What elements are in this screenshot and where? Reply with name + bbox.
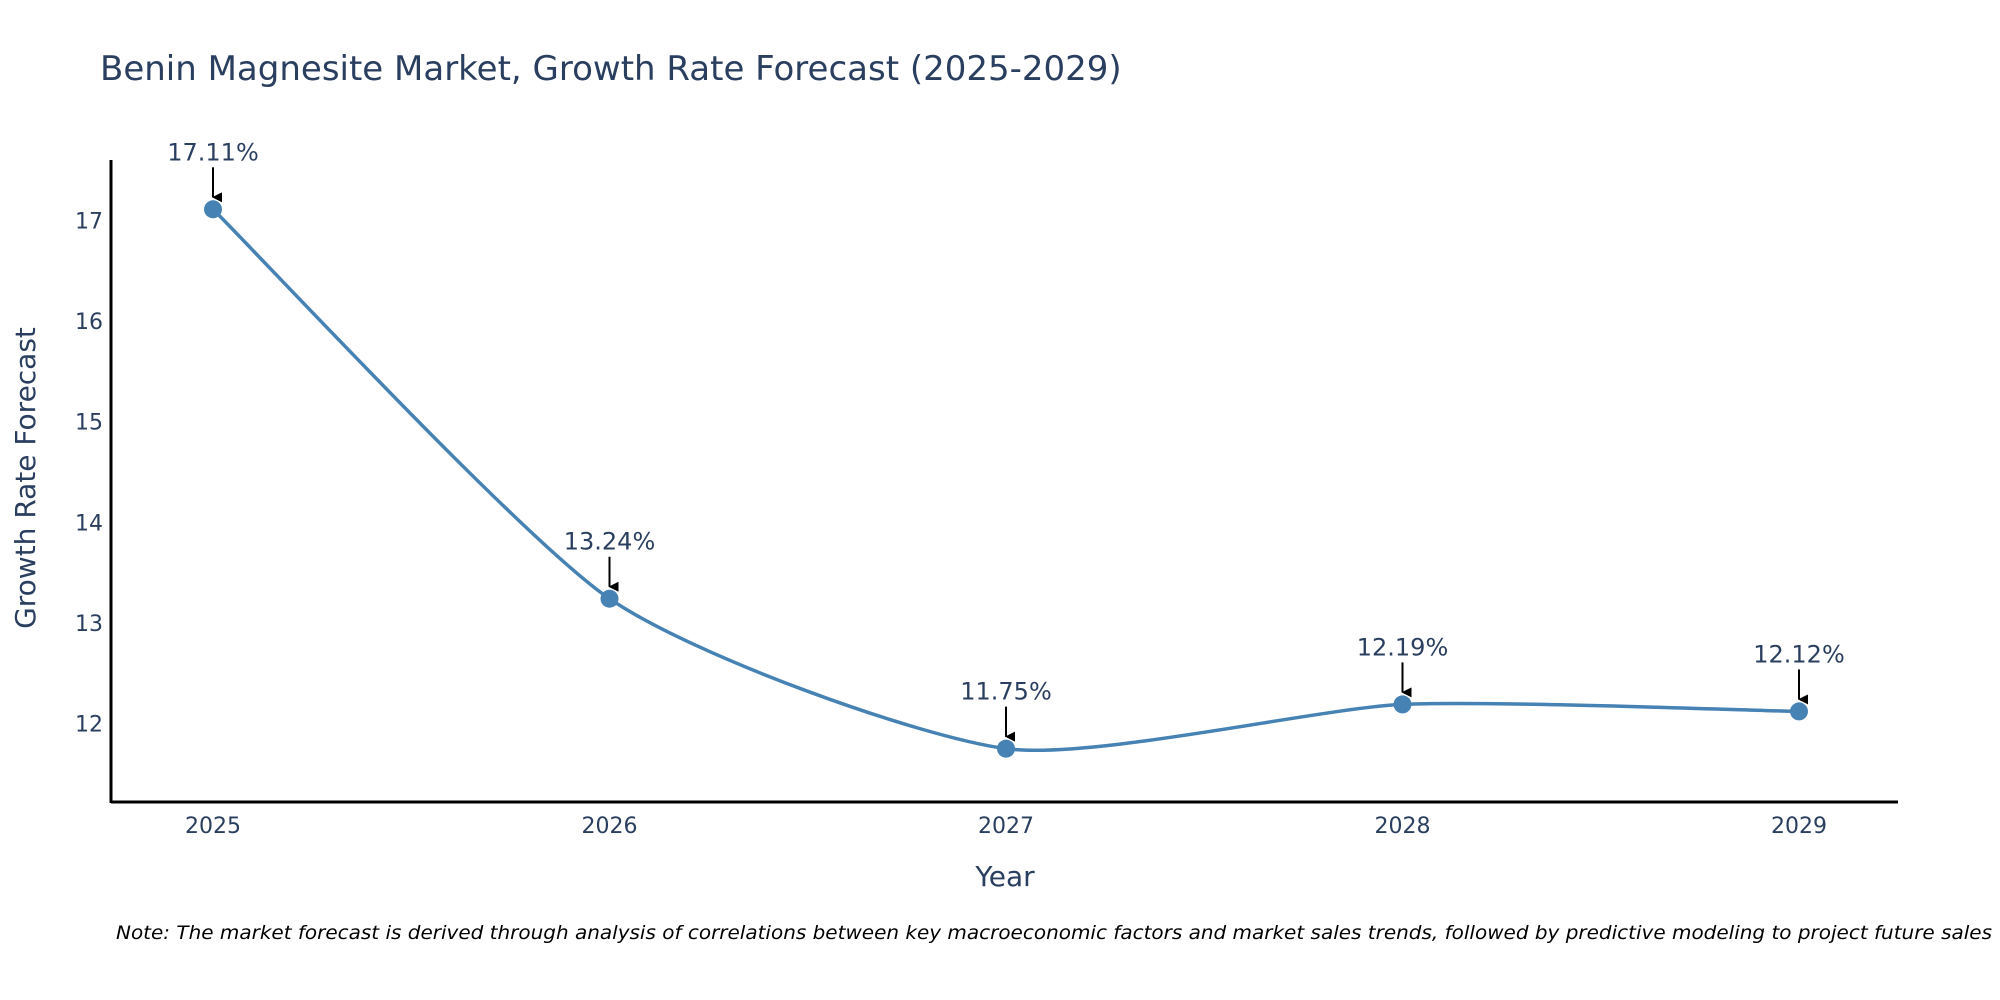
data-point-marker (997, 739, 1015, 758)
data-point-marker (1393, 695, 1412, 714)
x-axis-title: Year (974, 860, 1035, 893)
data-point-marker (204, 200, 222, 219)
y-tick-label: 13 (75, 612, 103, 637)
chart-title: Benin Magnesite Market, Growth Rate Fore… (100, 49, 1122, 89)
y-axis-title: Growth Rate Forecast (9, 327, 42, 629)
x-tick-label: 2026 (582, 814, 638, 839)
data-point-marker (600, 589, 619, 608)
y-tick-label: 17 (75, 209, 103, 234)
data-label: 17.11% (167, 138, 259, 166)
y-tick-label: 16 (75, 310, 103, 335)
x-axis-ticks: 2025 2026 2027 2028 2029 (185, 814, 1827, 839)
y-tick-label: 12 (75, 713, 103, 738)
x-tick-label: 2028 (1375, 814, 1431, 839)
footnote: Note: The market forecast is derived thr… (116, 922, 1992, 944)
y-tick-label: 14 (75, 511, 103, 536)
series-line (211, 208, 1800, 753)
data-label: 12.19% (1357, 633, 1449, 661)
x-tick-label: 2029 (1771, 814, 1827, 839)
data-label-annotations: 17.11% 13.24% 11.75% 12.19% 12.12% (167, 138, 1845, 742)
data-label: 13.24% (564, 528, 656, 556)
data-label: 11.75% (960, 678, 1052, 706)
x-tick-label: 2025 (185, 814, 241, 839)
y-tick-label: 15 (75, 411, 103, 436)
x-tick-label: 2027 (978, 814, 1034, 839)
data-point-markers (204, 200, 1808, 758)
data-label: 12.12% (1753, 640, 1845, 668)
y-axis-ticks: 12 13 14 15 16 17 (75, 209, 103, 737)
data-point-marker (1790, 702, 1808, 721)
